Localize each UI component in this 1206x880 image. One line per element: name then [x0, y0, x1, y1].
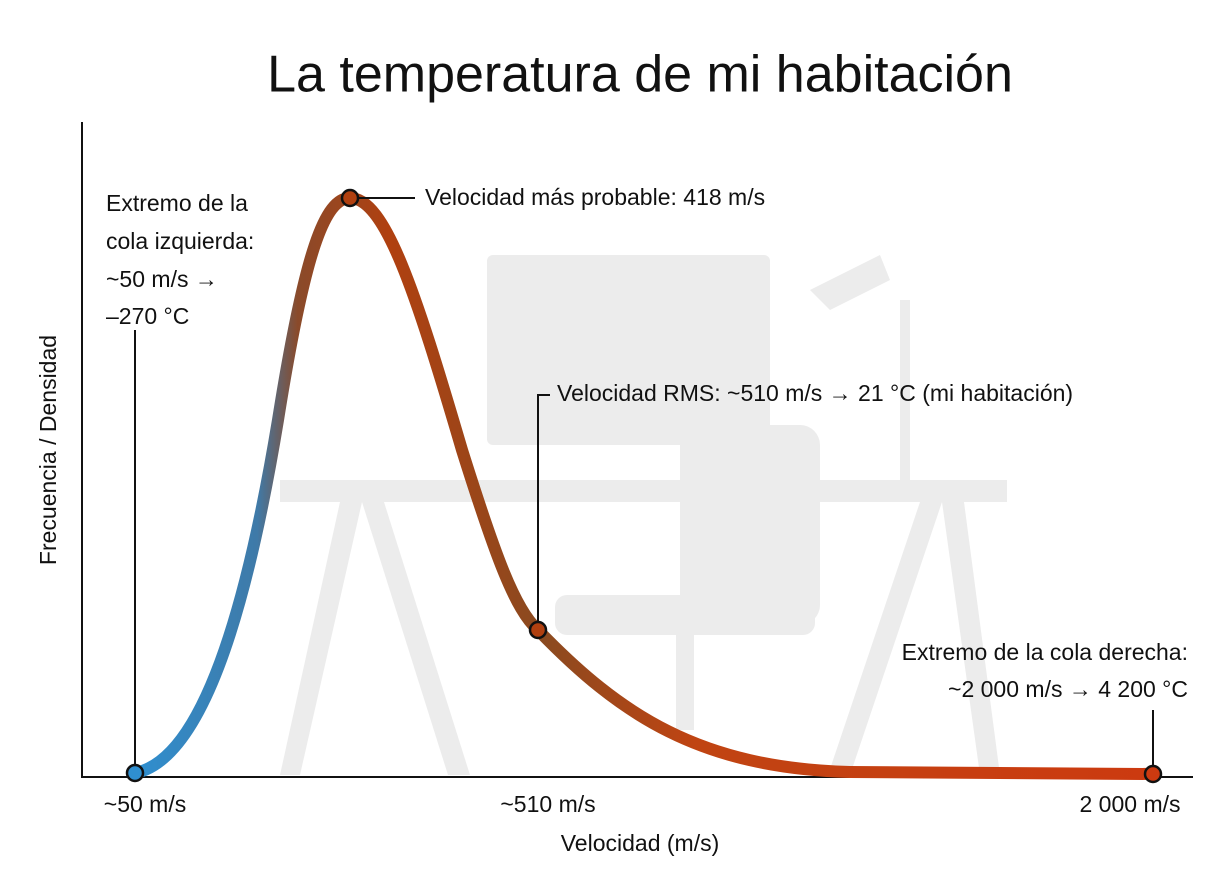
x-axis-label: Velocidad (m/s) — [561, 830, 720, 856]
background-illustration — [280, 255, 1007, 775]
annotation-line — [537, 394, 550, 630]
marker — [125, 763, 145, 783]
annotation: Velocidad RMS: ~510 m/s → 21 °C (mi habi… — [557, 380, 1073, 406]
annotation: cola izquierda: — [106, 228, 254, 254]
annotation: Velocidad más probable: 418 m/s — [425, 184, 765, 210]
annotation: Extremo de la — [106, 190, 248, 216]
chart-title: La temperatura de mi habitación — [267, 46, 1013, 104]
y-axis-label: Frecuencia / Densidad — [35, 335, 61, 565]
marker — [340, 188, 360, 208]
x-tick-label: ~50 m/s — [104, 791, 186, 817]
marker — [1143, 764, 1163, 784]
marker — [528, 620, 548, 640]
annotation: ~50 m/s → — [106, 266, 218, 292]
annotation: ~2 000 m/s → 4 200 °C — [948, 676, 1188, 702]
x-tick-label: ~510 m/s — [500, 791, 595, 817]
annotation: Extremo de la cola derecha: — [902, 639, 1188, 665]
annotation: –270 °C — [106, 303, 189, 329]
distribution-curve — [129, 191, 1159, 780]
x-tick-label: 2 000 m/s — [1080, 791, 1181, 817]
